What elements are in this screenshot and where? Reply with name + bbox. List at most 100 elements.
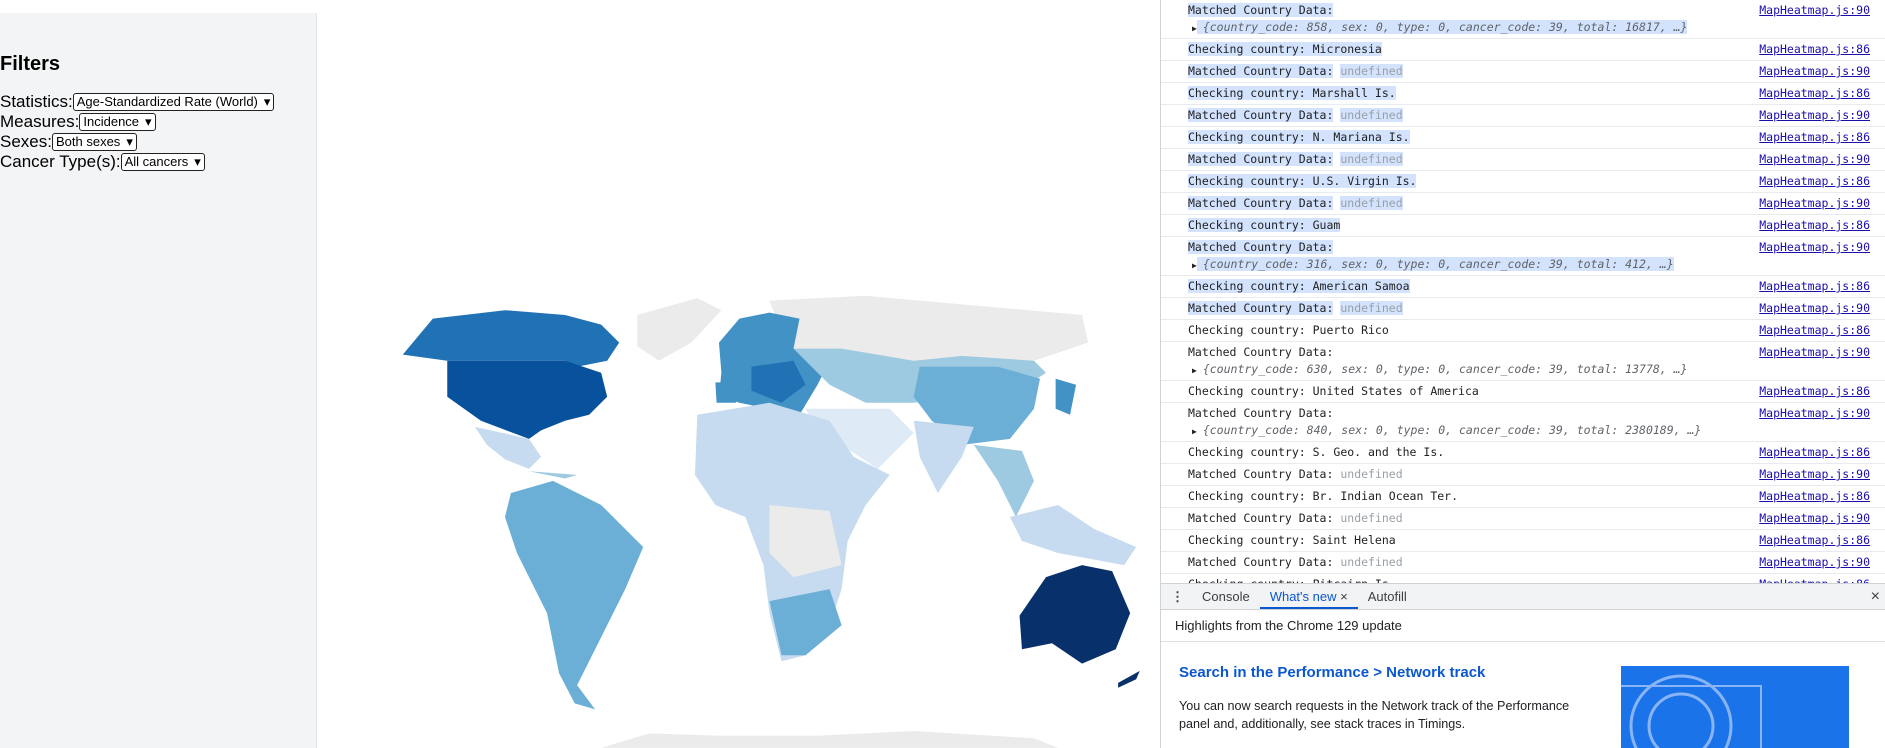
log-body: Matched Country Data: undefined <box>1188 63 1403 80</box>
source-link[interactable]: MapHeatmap.js:90 <box>1759 64 1870 78</box>
log-text: Checking country: Puerto Rico <box>1188 323 1389 337</box>
filter-select[interactable]: Both sexes ▾ <box>51 133 137 151</box>
log-entry: Checking country: Saint Helena MapHeatmap… <box>1161 530 1885 552</box>
source-link[interactable]: MapHeatmap.js:90 <box>1759 108 1870 122</box>
drawer-tab[interactable]: What's new × <box>1259 584 1358 609</box>
log-text: Checking country: N. Mariana Is. <box>1188 130 1410 144</box>
log-body: Matched Country Data: undefined <box>1188 510 1403 527</box>
source-link[interactable]: MapHeatmap.js:90 <box>1759 152 1870 166</box>
source-link[interactable]: MapHeatmap.js:90 <box>1759 345 1870 359</box>
filter-select[interactable]: Age-Standardized Rate (World) ▾ <box>72 93 275 111</box>
article-body: You can now search requests in the Netwo… <box>1179 699 1570 731</box>
expand-arrow[interactable]: ▶ <box>1192 366 1197 375</box>
log-entry: Checking country: Br. Indian Ocean Ter. M… <box>1161 486 1885 508</box>
source-link[interactable]: MapHeatmap.js:86 <box>1759 174 1870 188</box>
filter-row: Statistics: Age-Standardized Rate (World)… <box>0 92 275 112</box>
source-link[interactable]: MapHeatmap.js:86 <box>1759 384 1870 398</box>
tab-list: Console What's new × Autofill <box>1192 584 1417 609</box>
filters-title: Filters <box>0 53 61 75</box>
log-body: Checking country: American Samoa <box>1188 278 1410 295</box>
log-entry: Matched Country Data: undefined MapHeatma… <box>1161 105 1885 127</box>
log-line: Checking country: Marshall Is. <box>1188 85 1396 102</box>
source-link[interactable]: MapHeatmap.js:90 <box>1759 3 1870 17</box>
source-link[interactable]: MapHeatmap.js:90 <box>1759 406 1870 420</box>
log-entry: Matched Country Data: ▶ {country_code: 858… <box>1161 0 1885 39</box>
log-body: Checking country: United States of Ameri… <box>1188 383 1479 400</box>
log-value: undefined <box>1340 152 1403 166</box>
log-entry: Checking country: Marshall Is. MapHeatmap… <box>1161 83 1885 105</box>
source-link[interactable]: MapHeatmap.js:86 <box>1759 42 1870 56</box>
expand-arrow[interactable]: ▶ <box>1192 427 1197 436</box>
expand-arrow[interactable]: ▶ <box>1192 261 1197 270</box>
log-text: Checking country: Marshall Is. <box>1188 86 1396 100</box>
source-link[interactable]: MapHeatmap.js:90 <box>1759 240 1870 254</box>
log-line: Matched Country Data: undefined <box>1188 300 1403 317</box>
log-entry: Matched Country Data: ▶ {country_code: 630… <box>1161 342 1885 381</box>
log-text: Matched Country Data: <box>1188 511 1334 525</box>
log-line: Checking country: Pitcairn Is. <box>1188 576 1396 583</box>
source-link[interactable]: MapHeatmap.js:86 <box>1759 279 1870 293</box>
article-title[interactable]: Search in the Performance > Network trac… <box>1179 664 1486 681</box>
source-link[interactable]: MapHeatmap.js:86 <box>1759 445 1870 459</box>
log-value: undefined <box>1340 108 1403 122</box>
source-link[interactable]: MapHeatmap.js:90 <box>1759 196 1870 210</box>
filter-label: Sexes: <box>0 132 52 151</box>
log-text: Matched Country Data: <box>1188 108 1334 122</box>
tab-label: Console <box>1202 589 1250 604</box>
log-line: Matched Country Data: <box>1188 2 1687 19</box>
source-link[interactable]: MapHeatmap.js:90 <box>1759 555 1870 569</box>
log-body: Checking country: S. Geo. and the Is. <box>1188 444 1444 461</box>
filter-label: Statistics: <box>0 92 73 111</box>
source-link[interactable]: MapHeatmap.js:86 <box>1759 130 1870 144</box>
log-text: Checking country: Br. Indian Ocean Ter. <box>1188 489 1459 503</box>
log-text: Checking country: Micronesia <box>1188 42 1382 56</box>
filter-select[interactable]: Incidence ▾ <box>79 113 156 131</box>
log-entry: Checking country: N. Mariana Is. MapHeatm… <box>1161 127 1885 149</box>
log-entry: Checking country: Puerto Rico MapHeatmap.… <box>1161 320 1885 342</box>
log-body: Checking country: Micronesia <box>1188 41 1382 58</box>
source-link[interactable]: MapHeatmap.js:90 <box>1759 301 1870 315</box>
log-body: Checking country: Marshall Is. <box>1188 85 1396 102</box>
log-body: Matched Country Data: undefined <box>1188 107 1403 124</box>
log-line: Checking country: S. Geo. and the Is. <box>1188 444 1444 461</box>
log-line: ▶ {country_code: 630, sex: 0, type: 0, ca… <box>1188 361 1687 378</box>
log-line: Checking country: Micronesia <box>1188 41 1382 58</box>
filter-select[interactable]: All cancers ▾ <box>120 153 205 171</box>
log-line: Matched Country Data: undefined <box>1188 63 1403 80</box>
source-link[interactable]: MapHeatmap.js:86 <box>1759 86 1870 100</box>
source-link[interactable]: MapHeatmap.js:86 <box>1759 323 1870 337</box>
log-text: Checking country: Pitcairn Is. <box>1188 577 1396 583</box>
drawer-tab[interactable]: Autofill <box>1358 584 1417 609</box>
expand-arrow[interactable]: ▶ <box>1192 24 1197 33</box>
log-text: Matched Country Data: <box>1188 345 1334 359</box>
log-text: Checking country: Saint Helena <box>1188 533 1396 547</box>
log-body: Matched Country Data: ▶ {country_code: 630… <box>1188 344 1687 378</box>
close-drawer[interactable]: × <box>1870 587 1880 605</box>
log-entry: Checking country: Guam MapHeatmap.js:86 <box>1161 215 1885 237</box>
article-image <box>1621 666 1849 748</box>
source-link[interactable]: MapHeatmap.js:86 <box>1759 489 1870 503</box>
source-link[interactable]: MapHeatmap.js:90 <box>1759 511 1870 525</box>
drawer-menu[interactable]: ⋮ <box>1171 588 1184 604</box>
highlights: Highlights from the Chrome 129 update <box>1161 610 1885 642</box>
drawer-tab[interactable]: Console <box>1192 584 1260 609</box>
log-line: Matched Country Data: <box>1188 344 1687 361</box>
filter-label: Measures: <box>0 112 80 131</box>
world-map <box>402 295 1140 748</box>
source-link[interactable]: MapHeatmap.js:86 <box>1759 576 1870 583</box>
log-entry: Checking country: United States of Ameri… <box>1161 381 1885 403</box>
log-line: Checking country: Puerto Rico <box>1188 322 1389 339</box>
log-text: Checking country: S. Geo. and the Is. <box>1188 445 1445 459</box>
log-value: undefined <box>1340 301 1403 315</box>
log-value: undefined <box>1340 196 1403 210</box>
log-value: undefined <box>1340 64 1403 78</box>
log-line: Checking country: United States of Ameri… <box>1188 383 1479 400</box>
source-link[interactable]: MapHeatmap.js:86 <box>1759 218 1870 232</box>
log-text: Matched Country Data: <box>1188 467 1334 481</box>
source-link[interactable]: MapHeatmap.js:90 <box>1759 467 1870 481</box>
log-entry: Matched Country Data: undefined MapHeatma… <box>1161 464 1885 486</box>
log-entry: Checking country: Pitcairn Is. MapHeatmap… <box>1161 574 1885 583</box>
close-tab[interactable]: × <box>1336 589 1348 604</box>
source-link[interactable]: MapHeatmap.js:86 <box>1759 533 1870 547</box>
